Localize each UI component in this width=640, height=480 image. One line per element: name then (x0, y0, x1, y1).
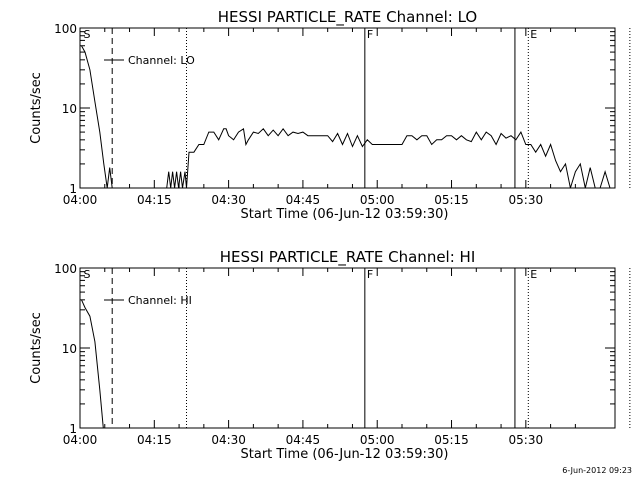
x-tick-label: 04:00 (63, 433, 98, 447)
x-tick-label: 05:00 (360, 193, 395, 207)
x-axis-label: Start Time (06-Jun-12 03:59:30) (241, 447, 449, 462)
y-tick-label: 100 (54, 22, 77, 36)
event-marker-label: E (530, 268, 537, 281)
event-marker-label: S (83, 268, 90, 281)
x-axis-label: Start Time (06-Jun-12 03:59:30) (241, 207, 449, 222)
y-tick-label: 1 (69, 182, 77, 196)
x-tick-label: 05:30 (509, 193, 544, 207)
x-tick-label: 04:15 (137, 433, 172, 447)
y-tick-label: 10 (62, 102, 77, 116)
y-tick-label: 10 (62, 342, 77, 356)
x-tick-label: 05:15 (434, 193, 469, 207)
y-axis-label: Counts/sec (29, 312, 44, 384)
series-line (81, 299, 104, 428)
x-tick-label: 04:45 (286, 433, 321, 447)
x-tick-label: 04:30 (211, 433, 246, 447)
generation-timestamp: 6-Jun-2012 09:23 (562, 466, 632, 475)
chart-title: HESSI PARTICLE_RATE Channel: HI (220, 248, 476, 267)
event-marker-label: S (83, 28, 90, 41)
event-marker-label: E (530, 28, 537, 41)
event-marker-label: F (367, 268, 373, 281)
y-axis-label: Counts/sec (29, 72, 44, 144)
chart-panel-1: HESSI PARTICLE_RATE Channel: LO 04:00 04:1… (29, 8, 631, 222)
x-tick-label: 05:00 (360, 433, 395, 447)
x-tick-label: 05:15 (434, 433, 469, 447)
legend-label: Channel: HI (128, 294, 192, 307)
x-tick-label: 04:45 (286, 193, 321, 207)
plot-frame (79, 27, 616, 189)
x-tick-label: 04:30 (211, 193, 246, 207)
x-tick-label: 04:00 (63, 193, 98, 207)
legend-label: Channel: LO (128, 54, 195, 67)
x-tick-label: 04:15 (137, 193, 172, 207)
x-tick-label: 05:30 (509, 433, 544, 447)
event-marker-label: F (367, 28, 373, 41)
plot-frame (79, 267, 616, 429)
series-line (81, 45, 611, 188)
y-tick-label: 1 (69, 422, 77, 436)
chart-title: HESSI PARTICLE_RATE Channel: LO (218, 8, 477, 27)
y-tick-label: 100 (54, 262, 77, 276)
chart-panel-2: HESSI PARTICLE_RATE Channel: HI 04:00 04:1… (29, 248, 631, 462)
